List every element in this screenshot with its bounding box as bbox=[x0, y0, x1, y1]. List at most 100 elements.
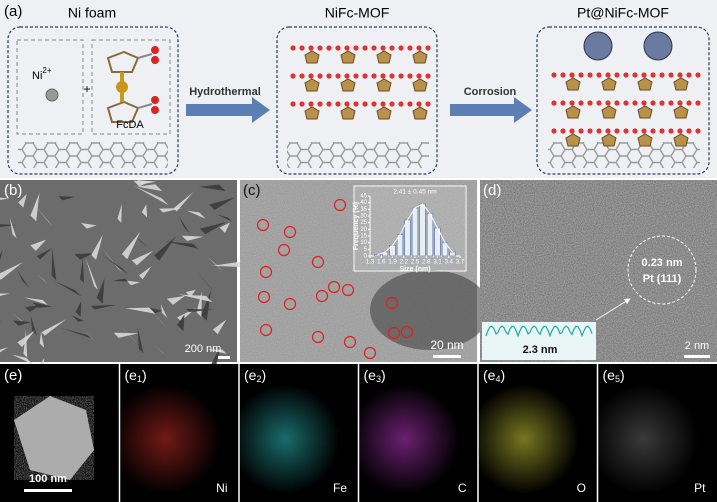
element-map bbox=[359, 364, 478, 502]
map-label-part: (e bbox=[483, 367, 496, 383]
y-tick-label: 45 bbox=[360, 194, 367, 200]
mof-atom bbox=[398, 45, 404, 51]
x-tick-label: 3.1 bbox=[433, 260, 442, 266]
nanosheet bbox=[195, 270, 213, 291]
fc-unit bbox=[412, 78, 428, 92]
map-label-part: (e bbox=[364, 367, 377, 383]
y-tick-label: 0 bbox=[364, 254, 368, 260]
element-label: O bbox=[577, 481, 586, 495]
nanosheet bbox=[85, 258, 98, 290]
mof-atom bbox=[389, 73, 395, 79]
scale-label: 200 nm bbox=[185, 343, 222, 355]
map-signal bbox=[120, 364, 239, 502]
panel-title: NiFc-MOF bbox=[325, 5, 390, 21]
mof-atom bbox=[632, 72, 638, 78]
mof-atom bbox=[326, 101, 332, 107]
nanosheet bbox=[117, 203, 122, 223]
mof-atom bbox=[308, 45, 314, 51]
mof-atom bbox=[641, 100, 647, 106]
mof-atom bbox=[677, 72, 683, 78]
particle-marker bbox=[283, 297, 297, 311]
nanosheet bbox=[18, 193, 27, 208]
mof-atom bbox=[551, 72, 557, 78]
y-axis-label: Frequency (%) bbox=[353, 202, 360, 250]
mof-atom bbox=[407, 45, 413, 51]
mof-atom bbox=[614, 72, 620, 78]
mof-atom bbox=[578, 128, 584, 134]
nanosheet bbox=[113, 332, 139, 338]
mof-atom bbox=[614, 128, 620, 134]
map-signal bbox=[598, 364, 717, 502]
nanosheet bbox=[24, 297, 48, 306]
mof-atom bbox=[686, 128, 692, 134]
nanosheet bbox=[166, 295, 186, 305]
element-label: Pt bbox=[694, 481, 706, 495]
x-tick-label: 3.4 bbox=[445, 260, 454, 266]
nanosheet bbox=[80, 257, 84, 284]
nanosheet bbox=[30, 193, 40, 222]
particle-marker bbox=[256, 218, 270, 232]
map-signal bbox=[359, 364, 478, 502]
nanosheet bbox=[209, 197, 236, 211]
mof-atom bbox=[344, 45, 350, 51]
mof-atom bbox=[605, 72, 611, 78]
mof-atom bbox=[659, 100, 665, 106]
ni-foam-lattice bbox=[287, 142, 429, 168]
nanosheet bbox=[138, 266, 152, 280]
map-label-part: ) bbox=[381, 367, 386, 383]
fcda-molecule bbox=[106, 46, 159, 123]
nanosheet bbox=[0, 249, 3, 261]
nanosheet bbox=[0, 320, 2, 322]
mof-atom bbox=[623, 128, 629, 134]
mof-atom bbox=[371, 101, 377, 107]
map-label-part: (e bbox=[603, 367, 616, 383]
mof-atom bbox=[317, 73, 323, 79]
panel-title: Pt@NiFc-MOF bbox=[577, 5, 669, 21]
nanosheet bbox=[225, 274, 244, 293]
map-label-part: ) bbox=[142, 367, 147, 383]
mof-atom bbox=[578, 100, 584, 106]
nanosheet bbox=[181, 235, 204, 241]
nanosheet bbox=[137, 326, 144, 354]
fc-unit bbox=[340, 106, 356, 120]
mof-atom bbox=[686, 72, 692, 78]
nanosheet bbox=[25, 305, 40, 312]
mof-atom bbox=[641, 72, 647, 78]
mof-atom bbox=[344, 73, 350, 79]
nanosheet bbox=[160, 304, 168, 319]
nanosheet bbox=[154, 236, 177, 261]
mof-atom bbox=[398, 73, 404, 79]
bar bbox=[374, 254, 381, 257]
line-profile bbox=[485, 325, 593, 338]
mof-atom bbox=[416, 73, 422, 79]
map-label-part: ) bbox=[261, 367, 266, 383]
nanosheet bbox=[206, 256, 224, 272]
nanosheet bbox=[41, 319, 67, 336]
nanosheet bbox=[0, 224, 17, 227]
fc-unit bbox=[601, 77, 617, 91]
mof-atom bbox=[668, 100, 674, 106]
fc-unit bbox=[340, 78, 356, 92]
arrow bbox=[186, 97, 270, 123]
map-label-sub: 2 bbox=[256, 374, 261, 384]
element-map bbox=[120, 364, 239, 502]
mof-atom bbox=[416, 45, 422, 51]
particle-marker bbox=[343, 335, 357, 349]
nanosheet bbox=[177, 314, 185, 332]
panel-title: Ni foam bbox=[68, 5, 116, 21]
map-label: (e2) bbox=[244, 367, 266, 385]
haadf-texture bbox=[14, 396, 94, 480]
panel-label: (d) bbox=[483, 182, 501, 199]
map-label-sub: 3 bbox=[376, 374, 381, 384]
map-label-part: ) bbox=[620, 367, 625, 383]
nanosheet bbox=[112, 278, 128, 282]
particle-marker bbox=[341, 283, 355, 297]
particle-marker bbox=[400, 325, 414, 339]
nanosheet bbox=[219, 222, 230, 233]
nanosheet bbox=[131, 250, 154, 266]
nanosheet bbox=[137, 180, 157, 185]
inset-annotation: 2.41 ± 0.45 nm bbox=[393, 189, 436, 196]
nanosheet bbox=[81, 223, 97, 229]
